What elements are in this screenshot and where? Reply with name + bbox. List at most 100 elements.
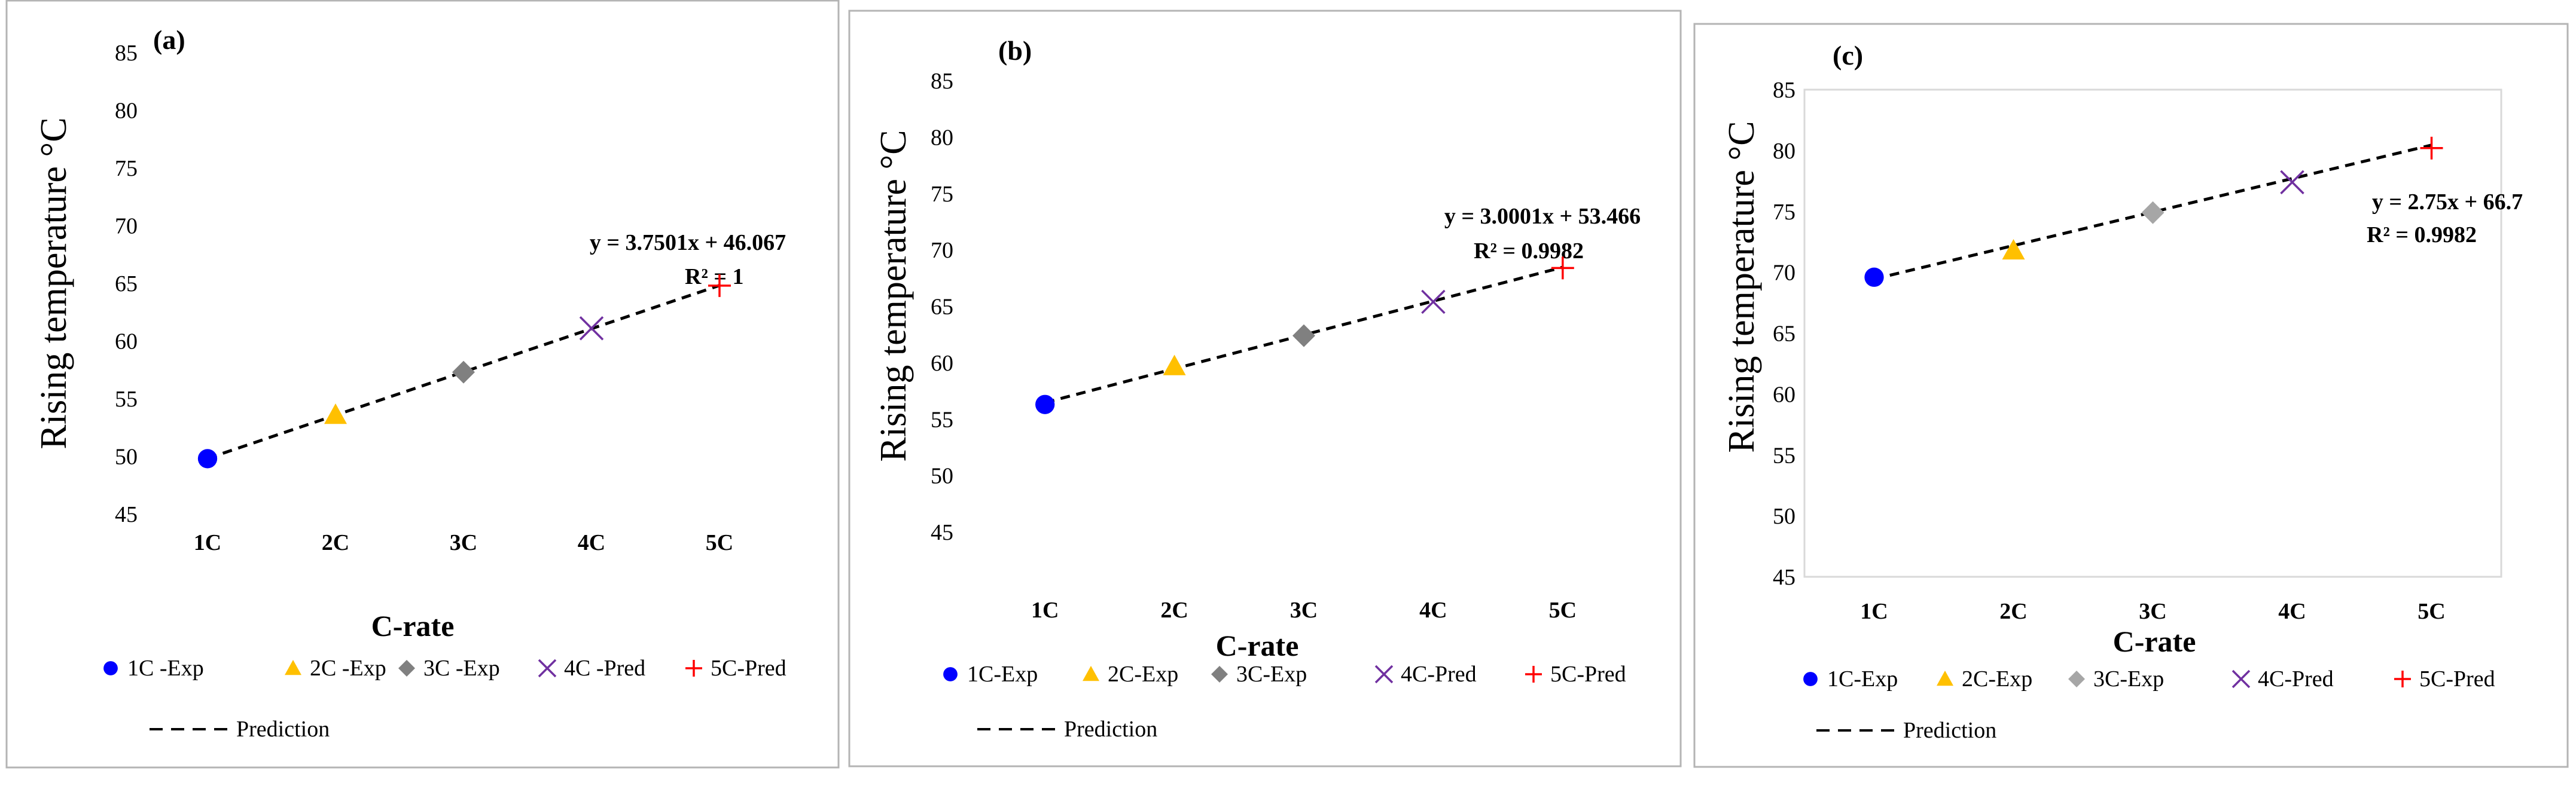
legend-marker-4-stroke bbox=[1374, 665, 1394, 684]
y-tick-label: 65 bbox=[115, 271, 138, 296]
legend-label: 1C -Exp bbox=[127, 656, 204, 681]
panel-frame bbox=[848, 10, 1682, 767]
legend-label: 5C-Pred bbox=[1550, 662, 1626, 687]
x-tick-label: 4C bbox=[578, 530, 605, 555]
y-tick-label: 50 bbox=[115, 445, 138, 470]
data-point-5c bbox=[1551, 256, 1574, 280]
chart-panel-a: (a) Rising temperature °C y = 3.7501x + … bbox=[5, 0, 840, 769]
legend-marker-2 bbox=[1083, 666, 1099, 681]
legend-marker-3 bbox=[398, 660, 415, 677]
y-tick-label: 45 bbox=[1773, 565, 1795, 590]
legend-label: 4C-Pred bbox=[2258, 666, 2334, 692]
x-tick-label: 1C bbox=[1031, 598, 1059, 623]
data-point-5c bbox=[708, 274, 731, 297]
y-tick-label: 85 bbox=[115, 41, 138, 66]
y-tick-label: 85 bbox=[931, 69, 953, 94]
legend-label: 1C-Exp bbox=[1827, 666, 1898, 692]
panel-label: (c) bbox=[1833, 40, 1863, 71]
panel-label: (b) bbox=[998, 35, 1032, 66]
legend-label: 2C-Exp bbox=[1962, 666, 2032, 692]
legend-label: 3C-Exp bbox=[1236, 662, 1307, 687]
data-point-3c bbox=[452, 360, 475, 384]
x-axis-label: C-rate bbox=[1216, 629, 1299, 662]
y-tick-label: 60 bbox=[1773, 382, 1795, 407]
prediction-trendline bbox=[207, 284, 720, 460]
data-point-3c bbox=[1292, 324, 1315, 347]
y-tick-label: 75 bbox=[931, 182, 953, 207]
plot-area-border bbox=[1803, 88, 2502, 578]
prediction-trendline bbox=[1873, 143, 2432, 281]
legend-label: 4C -Pred bbox=[564, 656, 645, 681]
legend-marker-4 bbox=[1374, 665, 1394, 684]
legend-prediction: Prediction bbox=[1903, 718, 1996, 743]
legend-marker-3 bbox=[1211, 666, 1228, 683]
legend-label: 5C-Pred bbox=[2419, 666, 2495, 692]
panel-label: (a) bbox=[153, 25, 185, 55]
data-point-4c-stroke bbox=[1421, 289, 1446, 314]
data-point-4c-stroke bbox=[579, 316, 604, 341]
x-tick-label: 5C bbox=[706, 530, 733, 555]
data-point-4c bbox=[579, 316, 604, 341]
x-tick-label: 5C bbox=[2418, 599, 2445, 624]
legend-label: 2C -Exp bbox=[310, 656, 386, 681]
x-tick-label: 3C bbox=[2139, 599, 2166, 624]
legend-marker-2 bbox=[285, 660, 301, 675]
equation-label: y = 3.0001x + 53.466 bbox=[1444, 204, 1641, 229]
legend-marker-4 bbox=[2231, 669, 2251, 689]
data-point-4c-stroke bbox=[2280, 170, 2304, 195]
legend-marker-3 bbox=[2068, 671, 2085, 687]
legend-marker-1 bbox=[943, 667, 958, 681]
y-tick-label: 60 bbox=[115, 329, 138, 354]
x-axis-label: C-rate bbox=[371, 609, 455, 643]
x-tick-label: 2C bbox=[1160, 598, 1188, 623]
y-tick-label: 50 bbox=[1773, 504, 1795, 529]
chart-b-svg: (b) Rising temperature °C y = 3.0001x + … bbox=[848, 10, 1682, 767]
x-tick-label: 1C bbox=[1860, 599, 1888, 624]
y-tick-label: 55 bbox=[1773, 443, 1795, 468]
y-tick-label: 85 bbox=[1773, 78, 1795, 103]
y-tick-label: 70 bbox=[115, 214, 138, 239]
y-tick-label: 75 bbox=[1773, 200, 1795, 225]
y-axis-label: Rising temperature °C bbox=[873, 130, 914, 461]
data-point-2c bbox=[324, 403, 347, 424]
y-tick-label: 55 bbox=[115, 387, 138, 412]
x-tick-label: 3C bbox=[450, 530, 477, 555]
x-tick-label: 5C bbox=[1549, 598, 1577, 623]
legend-marker-1 bbox=[1803, 672, 1818, 686]
y-tick-label: 65 bbox=[931, 295, 953, 320]
data-point-4c bbox=[2280, 170, 2304, 195]
y-tick-label: 55 bbox=[931, 407, 953, 432]
legend: Prediction 1C -Exp 2C -Exp 3C -Exp 4C -Pred… bbox=[103, 656, 786, 742]
x-tick-label: 4C bbox=[1419, 598, 1447, 623]
y-tick-label: 65 bbox=[1773, 322, 1795, 347]
y-axis-label: Rising temperature °C bbox=[33, 117, 74, 449]
x-tick-label: 1C bbox=[194, 530, 221, 555]
r2-label: R² = 0.9982 bbox=[2367, 222, 2477, 247]
data-point-1c bbox=[1864, 267, 1884, 287]
legend-prediction: Prediction bbox=[236, 717, 330, 742]
chart-panel-b: (b) Rising temperature °C y = 3.0001x + … bbox=[848, 0, 1682, 768]
legend: Prediction 1C-Exp 2C-Exp 3C-Exp 4C-Pred 5C-P… bbox=[943, 662, 1626, 742]
y-tick-label: 45 bbox=[115, 502, 138, 527]
legend: Prediction 1C-Exp 2C-Exp 3C-Exp 4C-Pred 5C-P… bbox=[1803, 666, 2495, 743]
data-point-3c bbox=[2141, 201, 2165, 224]
chart-a-svg: (a) Rising temperature °C y = 3.7501x + … bbox=[5, 0, 840, 769]
legend-label: 1C-Exp bbox=[967, 662, 1038, 687]
data-point-1c bbox=[1035, 394, 1055, 414]
x-axis-label: C-rate bbox=[2113, 625, 2196, 658]
y-tick-label: 70 bbox=[1773, 261, 1795, 286]
data-point-1c bbox=[197, 449, 218, 469]
legend-marker-5 bbox=[2394, 671, 2411, 687]
data-point-4c bbox=[1421, 289, 1446, 314]
y-tick-label: 80 bbox=[1773, 139, 1795, 164]
x-tick-label: 2C bbox=[1999, 599, 2027, 624]
y-tick-label: 80 bbox=[115, 99, 138, 124]
x-tick-label: 3C bbox=[1290, 598, 1318, 623]
legend-marker-4 bbox=[538, 659, 557, 678]
y-tick-label: 60 bbox=[931, 351, 953, 376]
y-tick-label: 80 bbox=[931, 125, 953, 150]
panel-frame bbox=[5, 0, 840, 769]
legend-label: 2C-Exp bbox=[1108, 662, 1178, 687]
x-tick-label: 2C bbox=[322, 530, 349, 555]
equation-label: y = 3.7501x + 46.067 bbox=[590, 230, 786, 255]
